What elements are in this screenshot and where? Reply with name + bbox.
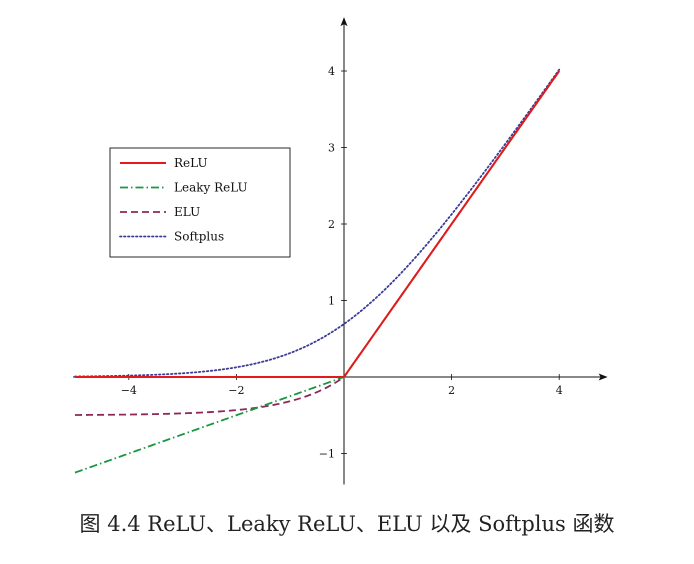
- curves: [74, 68, 561, 474]
- y-tick-label: 1: [328, 295, 335, 308]
- legend-label: Softplus: [174, 230, 224, 244]
- series-line-softplus: [74, 68, 561, 378]
- series-line-relu: [75, 70, 561, 378]
- x-tick-label: −4: [121, 384, 137, 397]
- y-tick-label: −1: [319, 448, 335, 461]
- series-line-leaky-relu: [74, 70, 560, 474]
- y-axis-arrow: [340, 17, 348, 27]
- x-tick-label: −2: [228, 384, 244, 397]
- activation-functions-chart: −4 −2 2 4 −1 1 2 3 4 ReLU Leaky ReLU ELU Softplus: [73, 17, 608, 485]
- x-tick-label: 4: [556, 384, 563, 397]
- y-tick-label: 4: [328, 65, 335, 78]
- legend-label: Leaky ReLU: [174, 181, 248, 195]
- y-tick-label: 3: [328, 142, 335, 155]
- legend-label: ELU: [174, 205, 200, 219]
- legend-label: ReLU: [174, 156, 208, 170]
- legend: ReLU Leaky ReLU ELU Softplus: [109, 147, 291, 258]
- x-tick-label: 2: [448, 384, 455, 397]
- x-axis-arrow: [598, 373, 608, 381]
- legend-box: [109, 147, 291, 258]
- y-tick-label: 2: [328, 218, 335, 231]
- figure-caption: 图 4.4 ReLU、Leaky ReLU、ELU 以及 Softplus 函数: [79, 512, 615, 536]
